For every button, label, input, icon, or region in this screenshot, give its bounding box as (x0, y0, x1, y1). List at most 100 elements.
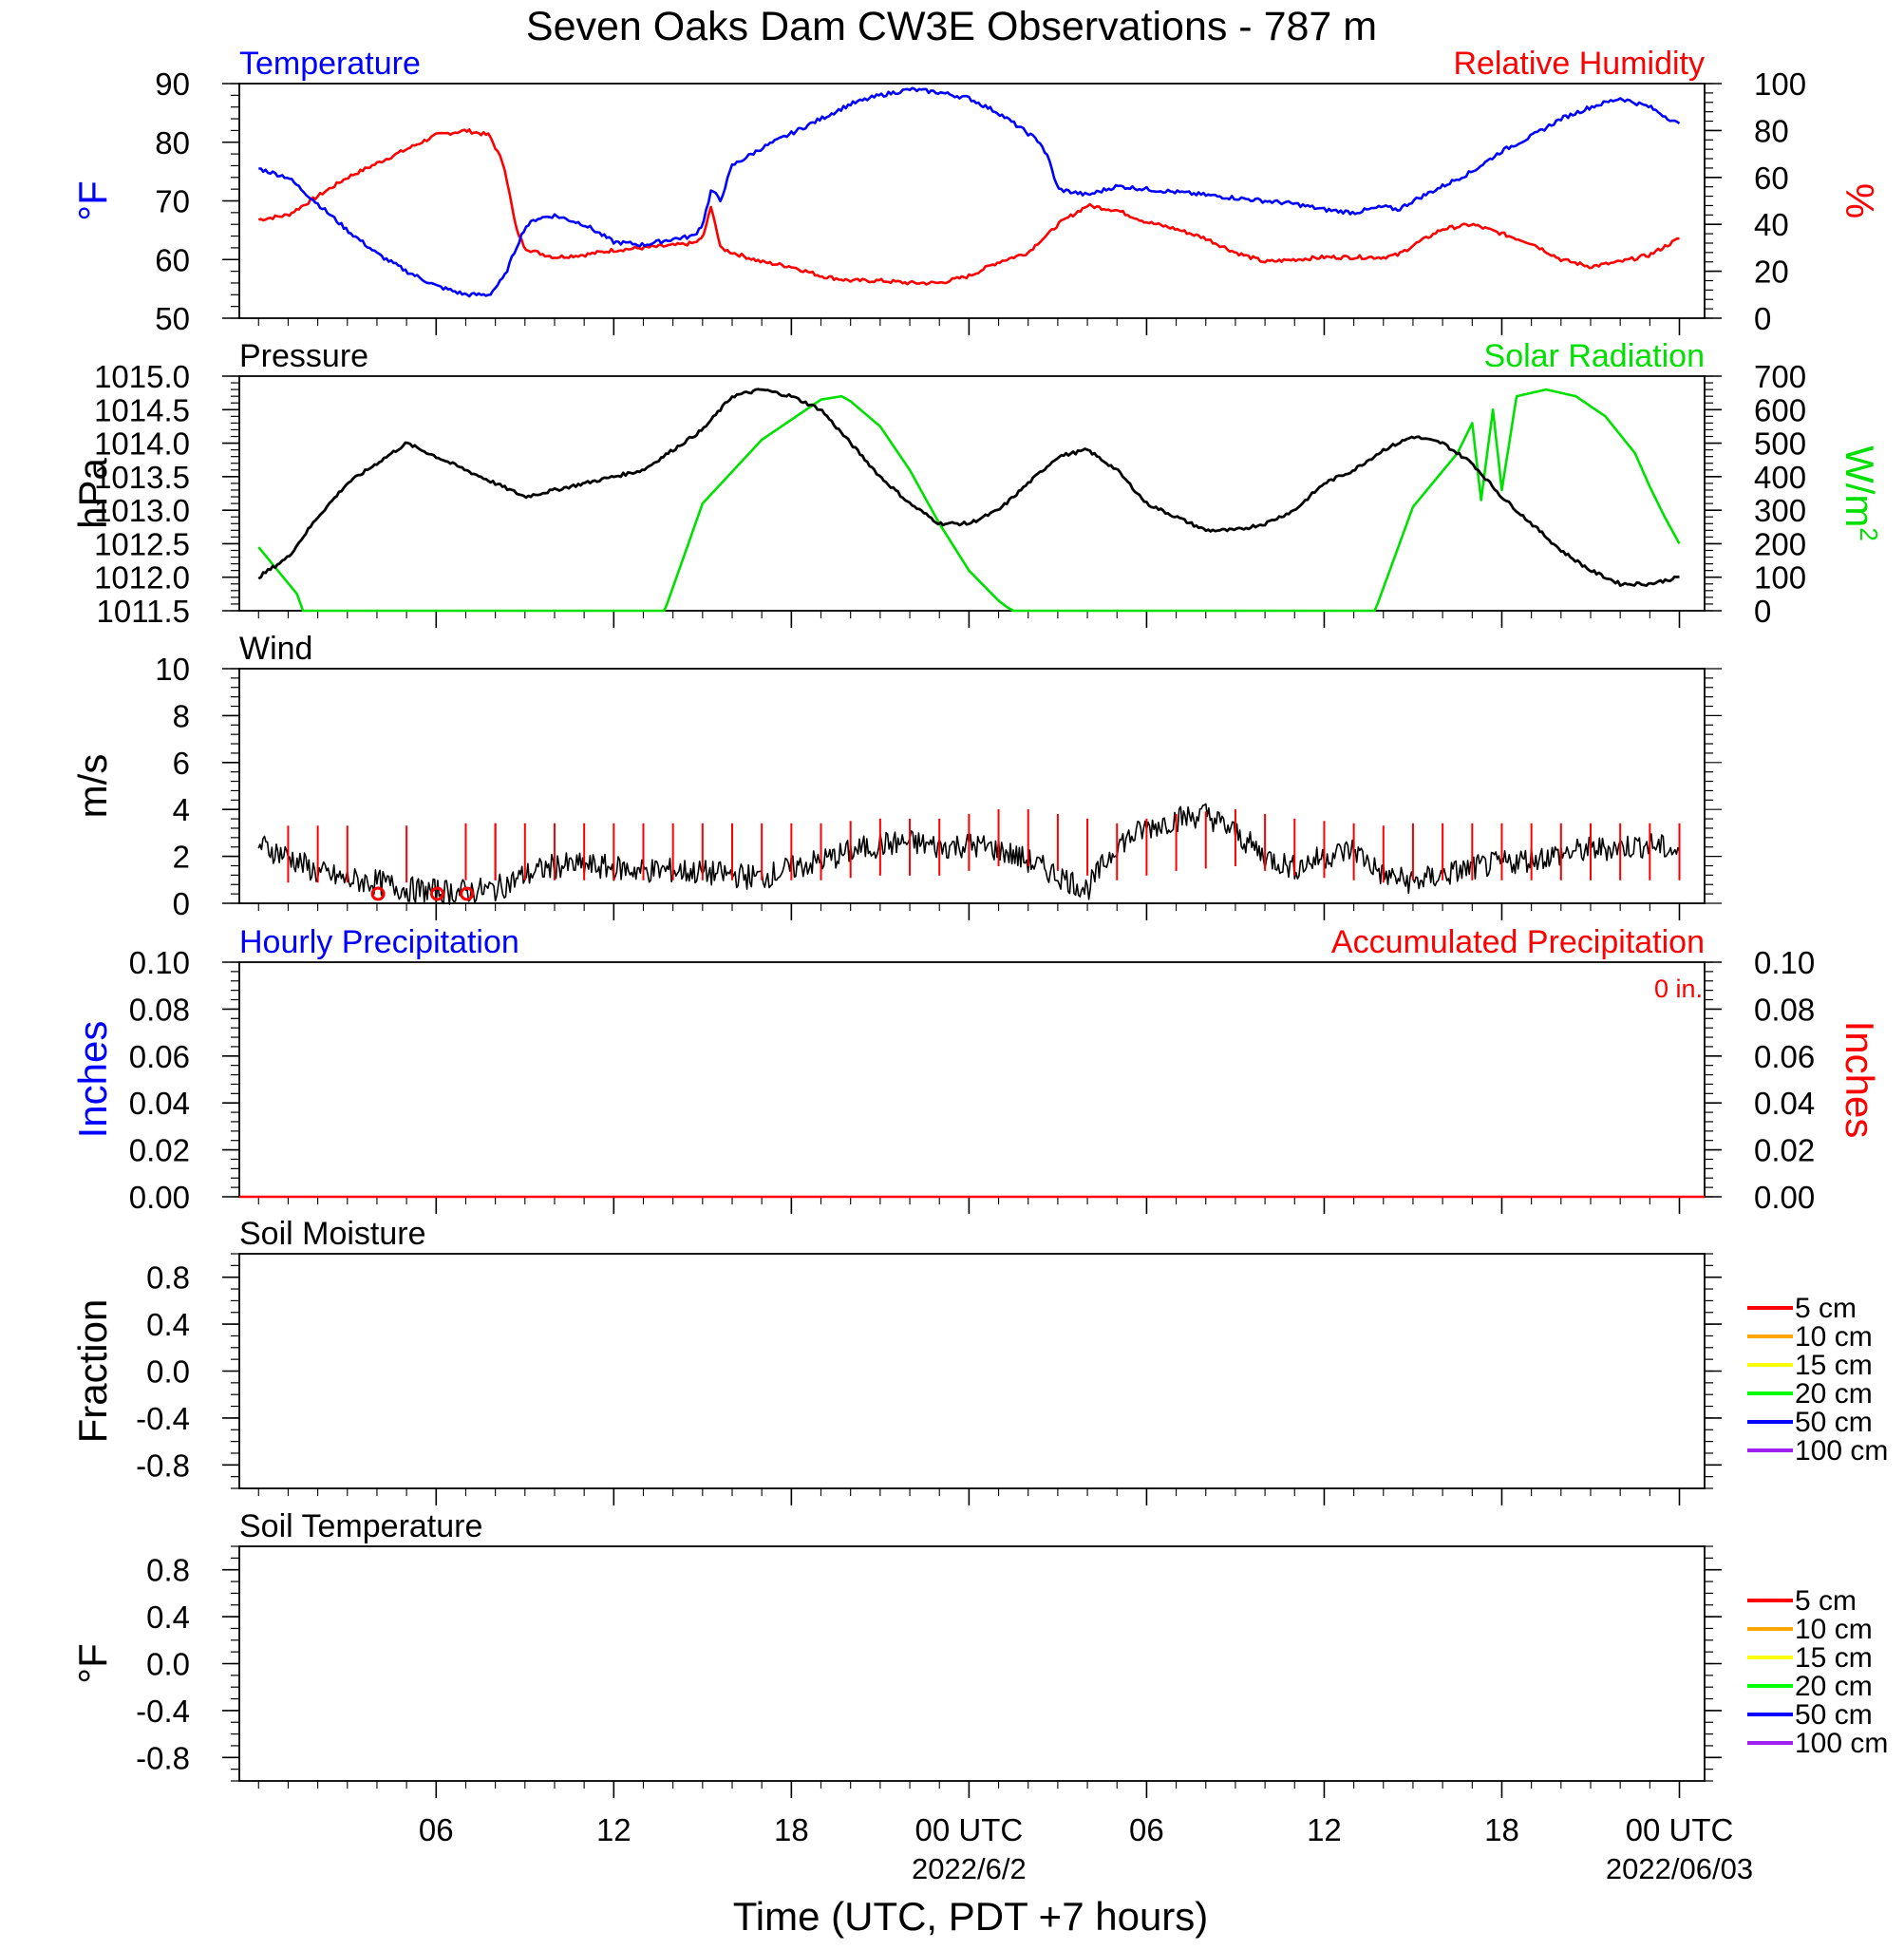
pressure-left-axis-tick-label: 1015.0 (94, 359, 190, 394)
solar-right-axis-tick-label: 200 (1754, 526, 1806, 561)
solar-right-axis-tick-label: 400 (1754, 460, 1806, 495)
temp-right-axis-tick-label: 100 (1754, 66, 1806, 102)
legend-label: 50 cm (1795, 1699, 1873, 1731)
soil-temperature-tick-label: 0.4 (146, 1600, 190, 1635)
hourly-precip-unit-label: Inches (70, 1021, 115, 1139)
soil-temperature-tick-label: 0.0 (146, 1647, 190, 1682)
solar-unit-label: W/m2 (1838, 445, 1883, 541)
humidity-title: Relative Humidity (1453, 46, 1705, 82)
wind-left-axis-tick-label: 8 (173, 698, 190, 733)
temp-left-axis-tick-label: 50 (155, 301, 190, 336)
solar-right-axis-tick-label: 600 (1754, 392, 1806, 427)
x-tick-label: 00 UTC (915, 1812, 1024, 1847)
soil-temperature-tick-label: -0.4 (136, 1694, 190, 1729)
soil-temperature-unit-label: °F (70, 1643, 115, 1683)
precip-right-axis-tick-label: 0.00 (1754, 1180, 1815, 1215)
solar-unit-label-superscript: 2 (1855, 527, 1883, 540)
wind-panel-frame (238, 668, 1706, 904)
pressure-left-axis-tick-label: 1012.5 (94, 526, 190, 561)
legend-label: 100 cm (1795, 1435, 1888, 1467)
legend-label: 5 cm (1795, 1585, 1857, 1617)
soil-moisture-tick-label: 0.8 (146, 1260, 190, 1296)
pressure-unit-label: hPa (70, 457, 115, 528)
legend-label: 15 cm (1795, 1642, 1873, 1674)
legend-label: 10 cm (1795, 1321, 1873, 1353)
precip-right-axis-tick-label: 0.10 (1754, 945, 1815, 980)
soil-temperature-title: Soil Temperature (239, 1508, 482, 1544)
precip-left-axis-tick-label: 0.10 (129, 945, 190, 980)
accum-precip-unit-label: Inches (1838, 1021, 1882, 1139)
pressure-left-axis-tick-label: 1014.0 (94, 426, 190, 462)
soil-moisture-panel-frame (238, 1253, 1706, 1489)
temp-right-axis-tick-label: 40 (1754, 207, 1789, 242)
humidity-series-line (257, 128, 1680, 286)
soil-moisture-tick-label: -0.8 (136, 1448, 190, 1483)
temperature-title: Temperature (239, 46, 421, 82)
temp-right-axis-tick-label: 80 (1754, 113, 1789, 148)
precip-left-axis-tick-label: 0.04 (129, 1086, 190, 1121)
solar-series-line (257, 388, 1681, 613)
soil-moisture-title: Soil Moisture (239, 1216, 426, 1252)
temp-right-axis-tick-label: 20 (1754, 255, 1789, 290)
legend-label: 15 cm (1795, 1350, 1873, 1381)
solar-right-axis-tick-label: 100 (1754, 560, 1806, 596)
soil-moisture-tick-label: 0.0 (146, 1354, 190, 1390)
soil-temperature-panel-frame (238, 1545, 1706, 1782)
x-axis-label: Time (UTC, PDT +7 hours) (733, 1894, 1209, 1939)
temp-left-axis-tick-label: 70 (155, 184, 190, 219)
x-tick-label: 18 (774, 1812, 809, 1847)
wind-unit-label: m/s (70, 754, 115, 819)
soil-moisture-tick-label: -0.4 (136, 1401, 190, 1436)
panel-precipitation: 0.10 0.08 0.06 0.04 0.02 0.00 0.10 0.08 0.06 0.04… (70, 924, 1882, 1215)
x-tick-label: 18 (1484, 1812, 1519, 1847)
precip-panel-frame (238, 961, 1706, 1198)
panel-wind: 10 8 6 4 2 0 Wind m/s (70, 631, 1722, 921)
calm-wind-marker (370, 886, 386, 901)
calm-wind-marker (460, 886, 475, 901)
pressure-series-line (257, 388, 1680, 587)
temp-right-axis-tick-label: 0 (1754, 301, 1771, 336)
solar-right-axis-tick-label: 300 (1754, 493, 1806, 528)
solar-right-axis-tick-label: 700 (1754, 359, 1806, 394)
x-tick-label: 00 UTC (1626, 1812, 1734, 1847)
wind-left-axis-tick-label: 0 (173, 886, 190, 921)
precip-left-axis-tick-label: 0.08 (129, 992, 190, 1027)
soil-moisture-tick-label: 0.4 (146, 1307, 190, 1342)
x-tick-label: 12 (1307, 1812, 1342, 1847)
pressure-left-axis-tick-label: 1013.5 (94, 460, 190, 495)
panel-soil-moisture: 0.8 0.4 0.0 -0.4 -0.8 Soil Moisture Fraction 5 … (70, 1216, 1888, 1505)
temp-left-axis-tick-label: 60 (155, 242, 190, 277)
pressure-left-axis-tick-label: 1011.5 (97, 594, 190, 629)
precip-left-axis-tick-label: 0.06 (129, 1039, 190, 1074)
precip-right-axis-tick-label: 0.02 (1754, 1133, 1815, 1168)
figure-title: Seven Oaks Dam CW3E Observations - 787 m (526, 4, 1377, 49)
temperature-unit-label: °F (70, 180, 115, 220)
precip-left-axis-tick-label: 0.00 (129, 1180, 190, 1215)
panel-pressure-solar: 1015.01014.51014.01013.51013.01012.51012… (70, 338, 1883, 629)
wind-title: Wind (239, 631, 312, 667)
accum-precip-title: Accumulated Precipitation (1331, 924, 1705, 960)
pressure-left-axis-tick-label: 1014.5 (94, 392, 190, 427)
temp-right-axis-tick-label: 60 (1754, 161, 1789, 196)
precip-left-axis-tick-label: 0.02 (129, 1133, 190, 1168)
soil-temperature-tick-label: 0.8 (146, 1553, 190, 1588)
temp-left-axis-tick-label: 90 (155, 66, 190, 102)
temp-panel-frame (238, 83, 1706, 319)
precip-right-axis-tick-label: 0.06 (1754, 1039, 1815, 1074)
solar-right-axis-tick-label: 0 (1754, 594, 1771, 629)
temp-left-axis-tick-label: 80 (155, 125, 190, 161)
calm-wind-marker (429, 886, 444, 901)
solar-title: Solar Radiation (1484, 338, 1705, 374)
legend-label: 100 cm (1795, 1728, 1888, 1759)
temperature-series-line (258, 86, 1681, 298)
wind-left-axis-tick-label: 6 (173, 746, 190, 781)
soil-moisture-unit-label: Fraction (70, 1299, 115, 1444)
panel-temperature-humidity: 90 80 70 60 50 100 80 60 40 20 0 Temperature Relativ… (70, 46, 1882, 336)
x-tick-label: 06 (419, 1812, 454, 1847)
pressure-title: Pressure (239, 338, 368, 374)
x-date-label: 2022/06/03 (1606, 1852, 1753, 1885)
accum-precip-annotation: 0 in. (1654, 975, 1703, 1003)
